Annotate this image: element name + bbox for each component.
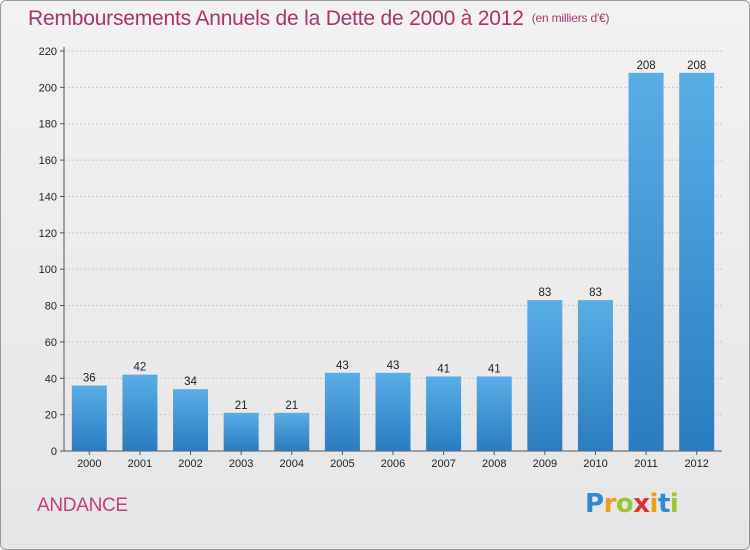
value-label: 21 — [235, 400, 248, 412]
x-tick-label: 2010 — [583, 458, 607, 470]
x-tick-label: 2009 — [533, 458, 557, 470]
bar-2007 — [426, 376, 462, 451]
value-label: 43 — [387, 360, 400, 372]
y-tick-label: 220 — [39, 46, 57, 58]
bar-2009 — [527, 300, 563, 451]
labels: 0 20 40 60 80 100 120 140 160 180 200 220 2000 36 2001… — [39, 46, 709, 470]
chart-title: Remboursements Annuels de la Dette de 20… — [28, 7, 609, 31]
bar-2006 — [375, 372, 411, 451]
value-label: 42 — [134, 362, 147, 374]
y-tick-label: 120 — [39, 228, 57, 240]
bar-2002 — [173, 389, 209, 451]
bar-2008 — [476, 376, 512, 451]
value-label: 36 — [83, 373, 96, 385]
bar-2001 — [122, 374, 158, 451]
value-label: 21 — [285, 400, 298, 412]
y-tick-label: 180 — [39, 119, 57, 131]
value-label: 41 — [488, 363, 501, 375]
x-tick-label: 2007 — [431, 458, 455, 470]
chart-subtitle: (en milliers d'€) — [531, 11, 610, 25]
bar-2005 — [324, 372, 360, 451]
x-tick-label: 2001 — [128, 458, 152, 470]
y-tick-label: 40 — [45, 373, 57, 385]
x-tick-label: 2008 — [482, 458, 506, 470]
y-tick-label: 60 — [45, 337, 57, 349]
value-label: 43 — [336, 360, 349, 372]
chart-title-text: Remboursements Annuels de la Dette de 20… — [28, 7, 524, 30]
y-tick-label: 100 — [39, 264, 57, 276]
bar-2003 — [223, 412, 259, 451]
bars — [71, 72, 715, 452]
x-tick-label: 2011 — [634, 458, 658, 470]
value-label: 41 — [437, 363, 450, 375]
value-label: 83 — [589, 287, 602, 299]
value-label: 34 — [184, 376, 197, 388]
bar-2011 — [628, 72, 664, 452]
x-tick-label: 2005 — [330, 458, 354, 470]
bar-2004 — [274, 412, 310, 451]
y-tick-label: 20 — [45, 410, 57, 422]
y-tick-label: 140 — [39, 191, 57, 203]
y-tick-label: 80 — [45, 301, 57, 313]
x-tick-label: 2012 — [684, 458, 708, 470]
commune-name: ANDANCE — [37, 495, 128, 516]
x-tick-label: 2004 — [280, 458, 304, 470]
value-label: 83 — [538, 287, 551, 299]
y-tick-label: 200 — [39, 82, 57, 94]
bar-2010 — [577, 300, 613, 451]
value-label: 208 — [687, 60, 706, 72]
bar-2012 — [679, 72, 715, 452]
proxiti-logo: Proxiti — [585, 489, 679, 519]
y-tick-label: 160 — [39, 155, 57, 167]
value-label: 208 — [636, 60, 655, 72]
x-tick-label: 2000 — [77, 458, 101, 470]
x-tick-label: 2003 — [229, 458, 253, 470]
x-tick-label: 2006 — [381, 458, 405, 470]
bar-2000 — [71, 385, 107, 451]
y-tick-label: 0 — [51, 446, 57, 458]
x-tick-label: 2002 — [178, 458, 202, 470]
